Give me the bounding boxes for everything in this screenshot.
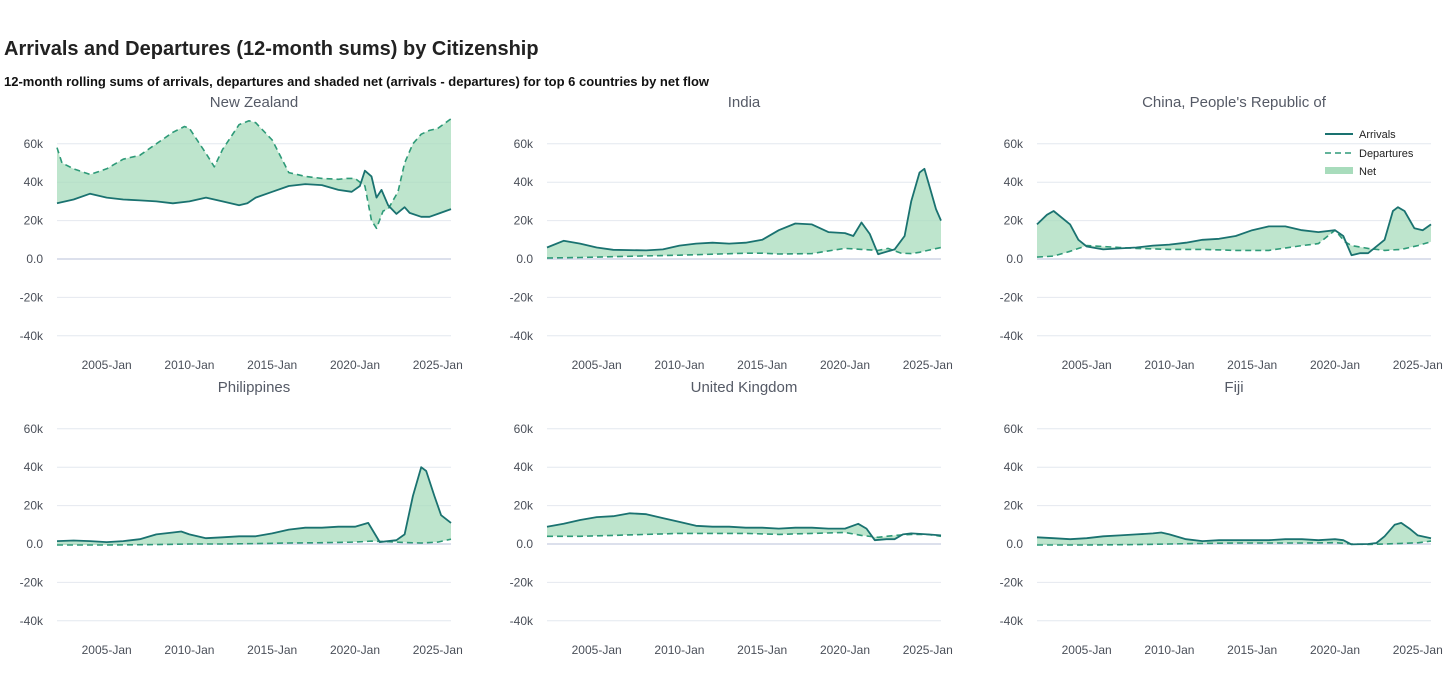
arrivals-line <box>56 169 452 218</box>
y-tick-label: -20k <box>510 575 534 589</box>
x-tick-label: 2010-Jan <box>654 358 704 372</box>
y-tick-label: -40k <box>20 329 44 343</box>
y-tick-label: -40k <box>1000 614 1024 628</box>
x-tick-label: 2020-Jan <box>1310 643 1360 657</box>
y-tick-label: 40k <box>1004 460 1024 474</box>
x-tick-label: 2005-Jan <box>572 643 622 657</box>
arrivals-line <box>1036 522 1432 546</box>
arrivals-line <box>1036 206 1432 257</box>
x-tick-label: 2020-Jan <box>330 643 380 657</box>
y-tick-label: 0.0 <box>516 252 533 266</box>
x-tick-label: 2025-Jan <box>903 358 953 372</box>
departures-line <box>1037 540 1432 546</box>
x-tick-label: 2005-Jan <box>572 358 622 372</box>
net-area <box>1037 523 1431 545</box>
x-tick-label: 2010-Jan <box>164 358 214 372</box>
x-tick-label: 2025-Jan <box>1393 358 1443 372</box>
y-tick-label: 0.0 <box>26 537 43 551</box>
departures-line <box>57 538 452 546</box>
y-tick-label: 60k <box>24 137 44 151</box>
arrivals-line <box>56 466 452 543</box>
legend-departures-label: Departures <box>1359 148 1414 160</box>
y-tick-label: 60k <box>1004 137 1024 151</box>
y-tick-label: -40k <box>20 614 44 628</box>
y-tick-label: 60k <box>514 137 534 151</box>
panel-title-4: United Kingdom <box>691 379 798 396</box>
page-title: Arrivals and Departures (12-month sums) … <box>4 38 539 60</box>
x-tick-label: 2025-Jan <box>413 358 463 372</box>
y-tick-label: 60k <box>24 422 44 436</box>
net-area <box>57 118 451 228</box>
y-tick-label: 60k <box>514 422 534 436</box>
y-tick-label: -20k <box>20 290 44 304</box>
page-subtitle: 12-month rolling sums of arrivals, depar… <box>4 74 710 89</box>
net-area <box>547 168 941 258</box>
x-tick-label: 2025-Jan <box>903 643 953 657</box>
y-tick-label: 0.0 <box>26 252 43 266</box>
x-tick-label: 2010-Jan <box>1144 358 1194 372</box>
departures-line <box>1036 229 1432 258</box>
x-tick-label: 2015-Jan <box>737 358 787 372</box>
y-tick-label: -20k <box>510 290 534 304</box>
y-tick-label: -40k <box>510 614 534 628</box>
x-tick-label: 2020-Jan <box>820 643 870 657</box>
x-tick-label: 2005-Jan <box>1062 358 1112 372</box>
y-tick-label: 40k <box>1004 175 1024 189</box>
y-tick-label: 60k <box>1004 422 1024 436</box>
legend-net-swatch <box>1325 167 1353 174</box>
x-tick-label: 2025-Jan <box>1393 643 1443 657</box>
y-tick-label: 0.0 <box>1006 537 1023 551</box>
x-tick-label: 2015-Jan <box>247 643 297 657</box>
y-tick-label: 20k <box>1004 214 1024 228</box>
y-tick-label: -40k <box>510 329 534 343</box>
y-tick-label: 20k <box>514 499 534 513</box>
panel-title-1: India <box>728 94 761 111</box>
y-tick-label: 40k <box>24 175 44 189</box>
y-tick-label: 0.0 <box>1006 252 1023 266</box>
x-tick-label: 2015-Jan <box>1227 643 1277 657</box>
y-tick-label: -20k <box>1000 290 1024 304</box>
x-tick-label: 2020-Jan <box>1310 358 1360 372</box>
x-tick-label: 2005-Jan <box>82 643 132 657</box>
x-tick-label: 2010-Jan <box>654 643 704 657</box>
panel-title-5: Fiji <box>1224 379 1243 396</box>
y-tick-label: -20k <box>1000 575 1024 589</box>
panel-title-0: New Zealand <box>210 94 298 111</box>
x-tick-label: 2010-Jan <box>1144 643 1194 657</box>
x-tick-label: 2015-Jan <box>247 358 297 372</box>
x-tick-label: 2005-Jan <box>1062 643 1112 657</box>
y-tick-label: -40k <box>1000 329 1024 343</box>
x-tick-label: 2025-Jan <box>413 643 463 657</box>
legend-arrivals-label: Arrivals <box>1359 129 1396 141</box>
y-tick-label: 40k <box>514 175 534 189</box>
departures-line <box>546 246 942 259</box>
y-tick-label: 20k <box>1004 499 1024 513</box>
x-tick-label: 2015-Jan <box>1227 358 1277 372</box>
y-tick-label: 40k <box>24 460 44 474</box>
y-tick-label: 0.0 <box>516 537 533 551</box>
departures-line <box>547 531 942 539</box>
legend-net-label: Net <box>1359 166 1376 178</box>
net-area <box>547 513 941 541</box>
departures-line <box>56 118 452 230</box>
y-tick-label: 40k <box>514 460 534 474</box>
y-tick-label: -20k <box>20 575 44 589</box>
x-tick-label: 2020-Jan <box>820 358 870 372</box>
x-tick-label: 2020-Jan <box>330 358 380 372</box>
y-tick-label: 20k <box>24 214 44 228</box>
y-tick-label: 20k <box>514 214 534 228</box>
arrivals-line <box>546 512 942 542</box>
net-area <box>57 468 451 545</box>
y-tick-label: 20k <box>24 499 44 513</box>
x-tick-label: 2010-Jan <box>164 643 214 657</box>
x-tick-label: 2005-Jan <box>82 358 132 372</box>
net-area <box>1037 207 1431 258</box>
panel-title-2: China, People's Republic of <box>1142 94 1327 111</box>
arrivals-line <box>546 167 942 256</box>
panel-title-3: Philippines <box>218 379 291 396</box>
x-tick-label: 2015-Jan <box>737 643 787 657</box>
